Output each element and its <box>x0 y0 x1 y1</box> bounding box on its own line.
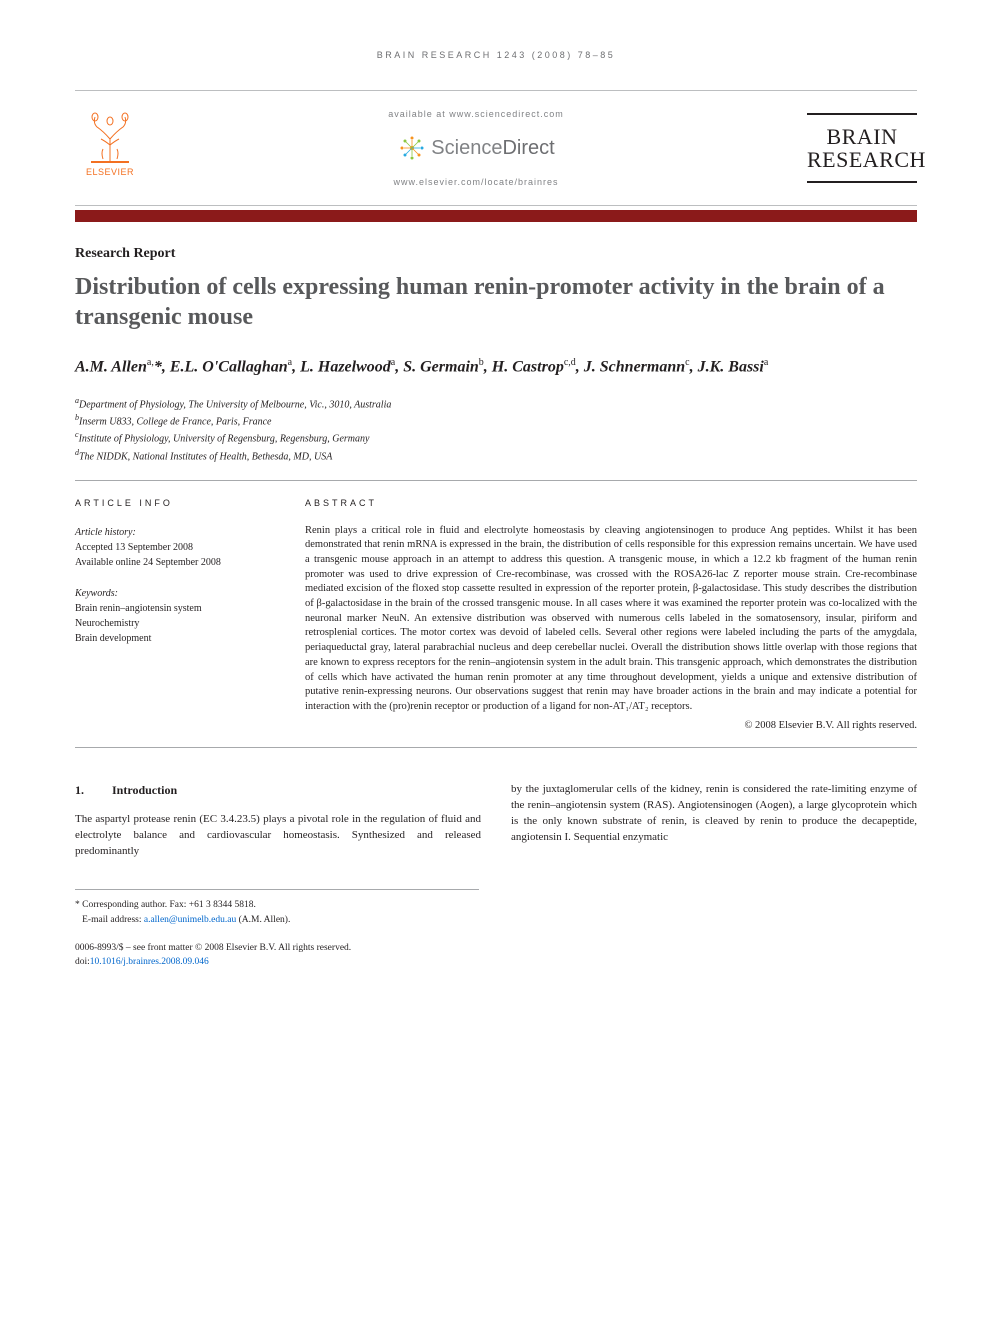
elsevier-logo: ELSEVIER <box>75 109 145 187</box>
abstract-head: ABSTRACT <box>305 497 917 510</box>
body-text: 1. Introduction The aspartyl protease re… <box>75 782 917 859</box>
affiliation: dThe NIDDK, National Institutes of Healt… <box>75 447 917 464</box>
journal-name-line1: BRAIN <box>807 125 917 148</box>
article-title: Distribution of cells expressing human r… <box>75 272 917 332</box>
sciencedirect-logo: ScienceDirect <box>397 133 554 163</box>
corresponding-author: * Corresponding author. Fax: +61 3 8344 … <box>75 898 479 912</box>
report-type: Research Report <box>75 246 917 262</box>
footer: 0006-8993/$ – see front matter © 2008 El… <box>75 941 917 970</box>
header-center: available at www.sciencedirect.com <box>145 109 807 187</box>
article-info: ARTICLE INFO Article history: Accepted 1… <box>75 497 275 733</box>
history-label: Article history: <box>75 525 275 540</box>
sciencedirect-wordmark: ScienceDirect <box>431 137 554 160</box>
elsevier-wordmark: ELSEVIER <box>86 167 134 177</box>
footer-copyright: 0006-8993/$ – see front matter © 2008 El… <box>75 941 917 955</box>
doi-link[interactable]: 10.1016/j.brainres.2008.09.046 <box>90 957 209 967</box>
footnotes: * Corresponding author. Fax: +61 3 8344 … <box>75 889 479 927</box>
doi-line: doi:10.1016/j.brainres.2008.09.046 <box>75 955 917 969</box>
email-link[interactable]: a.allen@unimelb.edu.au <box>144 915 236 925</box>
keyword: Brain renin–angiotensin system <box>75 601 275 616</box>
section-number: 1. <box>75 782 84 799</box>
affiliation-list: aDepartment of Physiology, The Universit… <box>75 395 917 464</box>
journal-header: ELSEVIER available at www.sciencedirect.… <box>75 90 917 206</box>
journal-cover-logo: BRAIN RESEARCH <box>807 113 917 183</box>
author-list: A.M. Allena,*, E.L. O'Callaghana, L. Haz… <box>75 356 917 379</box>
body-paragraph: by the juxtaglomerular cells of the kidn… <box>511 782 917 846</box>
sciencedirect-burst-icon <box>397 133 427 163</box>
section-heading: 1. Introduction <box>75 782 481 799</box>
keyword: Neurochemistry <box>75 616 275 631</box>
journal-url: www.elsevier.com/locate/brainres <box>145 177 807 187</box>
abstract-copyright: © 2008 Elsevier B.V. All rights reserved… <box>305 719 917 734</box>
affiliation: aDepartment of Physiology, The Universit… <box>75 395 917 412</box>
email-line: E-mail address: a.allen@unimelb.edu.au (… <box>75 913 479 927</box>
available-text: available at www.sciencedirect.com <box>145 109 807 119</box>
section-title: Introduction <box>112 782 177 799</box>
accepted-date: Accepted 13 September 2008 <box>75 540 275 555</box>
online-date: Available online 24 September 2008 <box>75 555 275 570</box>
abstract-text: Renin plays a critical role in fluid and… <box>305 524 917 715</box>
color-bar <box>75 210 917 222</box>
affiliation: bInserm U833, College de France, Paris, … <box>75 412 917 429</box>
keywords-label: Keywords: <box>75 586 275 601</box>
abstract: ABSTRACT Renin plays a critical role in … <box>305 497 917 733</box>
keyword: Brain development <box>75 631 275 646</box>
affiliation: cInstitute of Physiology, University of … <box>75 429 917 446</box>
article-info-head: ARTICLE INFO <box>75 497 275 511</box>
running-head: BRAIN RESEARCH 1243 (2008) 78–85 <box>75 50 917 60</box>
elsevier-tree-icon <box>83 109 138 165</box>
body-paragraph: The aspartyl protease renin (EC 3.4.23.5… <box>75 812 481 860</box>
journal-name-line2: RESEARCH <box>807 148 917 171</box>
